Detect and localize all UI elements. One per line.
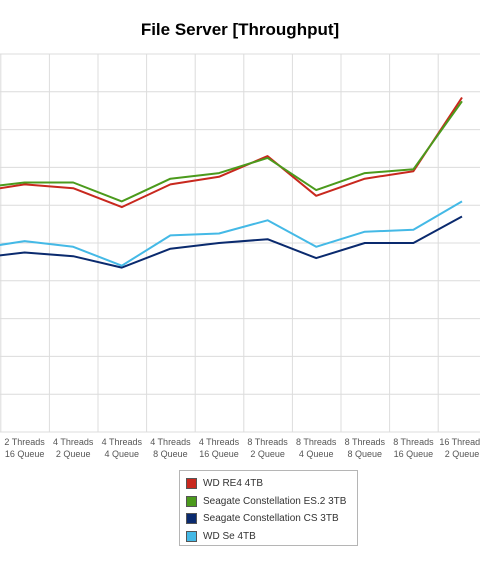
legend: WD RE4 4TB Seagate Constellation ES.2 3TB… [179,470,358,546]
series-layer [0,96,463,269]
x-tick-label: 4 Threads [53,437,94,447]
x-tick-label: 4 Queue [105,449,140,459]
legend-label: WD RE4 4TB [203,478,264,490]
x-tick-label: 8 Queue [153,449,188,459]
x-tick-label: 4 Threads [199,437,240,447]
legend-item: WD RE4 4TB [186,475,357,493]
x-tick-label: 8 Threads [296,437,337,447]
x-tick-label: 4 Threads [150,437,191,447]
x-tick-label: 4 Queue [299,449,334,459]
series-line-2 [0,100,463,203]
legend-item: WD Se 4TB [186,528,357,546]
legend-item: Seagate Constellation CS 3TB [186,510,357,528]
x-tick-label: 4 Threads [102,437,143,447]
legend-swatch [186,513,197,525]
chart-title: File Server [Throughput] [140,20,340,39]
legend-label: Seagate Constellation ES.2 3TB [203,495,347,507]
x-tick-label: 16 Queue [5,449,45,459]
series-line-3 [0,215,463,269]
x-tick-label: 16 Queue [199,449,239,459]
series-line-4 [0,200,463,267]
x-tick-label: 8 Threads [345,437,386,447]
series-line-1 [0,96,463,209]
x-tick-label: 8 Threads [393,437,434,447]
legend-label: WD Se 4TB [203,530,256,542]
grid-lines [0,53,480,433]
x-tick-label: 16 Queue [394,449,434,459]
legend-label: Seagate Constellation CS 3TB [203,513,339,525]
x-tick-label: 8 Threads [247,437,288,447]
legend-swatch [186,495,197,507]
legend-swatch [186,530,197,542]
x-tick-label: 16 Threads [439,437,480,447]
legend-swatch [186,478,197,490]
x-tick-label: 2 Threads [4,437,45,447]
legend-item: Seagate Constellation ES.2 3TB [186,493,357,511]
x-tick-label: 2 Queue [250,449,285,459]
x-tick-label: 2 Queue [445,449,480,459]
x-tick-label: 8 Queue [348,449,383,459]
x-tick-label: 2 Queue [56,449,91,459]
